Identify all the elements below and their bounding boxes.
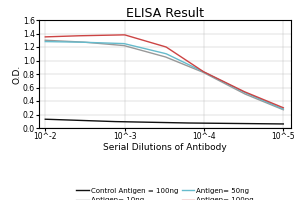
Antigen= 50ng: [281, 108, 284, 110]
Antigen= 10ng: [66, 40, 69, 43]
Antigen= 50ng: [44, 40, 47, 43]
Control Antigen = 100ng: [136, 121, 140, 123]
Control Antigen = 100ng: [281, 123, 284, 125]
Title: ELISA Result: ELISA Result: [126, 7, 204, 20]
Antigen= 50ng: [66, 41, 69, 43]
Control Antigen = 100ng: [281, 123, 285, 125]
Control Antigen = 100ng: [44, 118, 47, 120]
Antigen= 100ng: [136, 37, 140, 40]
Antigen= 10ng: [141, 49, 144, 52]
Y-axis label: O.D.: O.D.: [12, 64, 21, 84]
Line: Antigen= 50ng: Antigen= 50ng: [45, 42, 283, 109]
Line: Antigen= 100ng: Antigen= 100ng: [45, 35, 283, 108]
Line: Control Antigen = 100ng: Control Antigen = 100ng: [45, 119, 283, 124]
Control Antigen = 100ng: [140, 121, 143, 123]
Antigen= 100ng: [281, 106, 284, 109]
Antigen= 50ng: [81, 41, 85, 43]
Antigen= 10ng: [136, 48, 140, 50]
Legend: Control Antigen = 100ng, Antigen= 10ng, Antigen= 50ng, Antigen= 100ng: Control Antigen = 100ng, Antigen= 10ng, …: [76, 188, 254, 200]
Antigen= 100ng: [141, 39, 144, 41]
Antigen= 10ng: [281, 108, 284, 111]
Antigen= 100ng: [44, 36, 47, 38]
Antigen= 50ng: [140, 47, 143, 49]
Antigen= 10ng: [281, 109, 285, 111]
Antigen= 10ng: [81, 41, 85, 43]
Control Antigen = 100ng: [141, 121, 144, 123]
Antigen= 50ng: [281, 108, 285, 110]
Antigen= 50ng: [136, 46, 140, 48]
Antigen= 100ng: [281, 107, 285, 109]
Antigen= 10ng: [140, 49, 143, 52]
Antigen= 50ng: [141, 47, 144, 49]
Antigen= 10ng: [44, 39, 47, 41]
Antigen= 100ng: [122, 34, 126, 36]
Control Antigen = 100ng: [81, 119, 85, 122]
Antigen= 100ng: [80, 34, 84, 37]
Antigen= 100ng: [140, 39, 143, 41]
Line: Antigen= 10ng: Antigen= 10ng: [45, 40, 283, 110]
X-axis label: Serial Dilutions of Antibody: Serial Dilutions of Antibody: [103, 143, 227, 152]
Control Antigen = 100ng: [66, 119, 69, 121]
Antigen= 100ng: [65, 35, 69, 37]
